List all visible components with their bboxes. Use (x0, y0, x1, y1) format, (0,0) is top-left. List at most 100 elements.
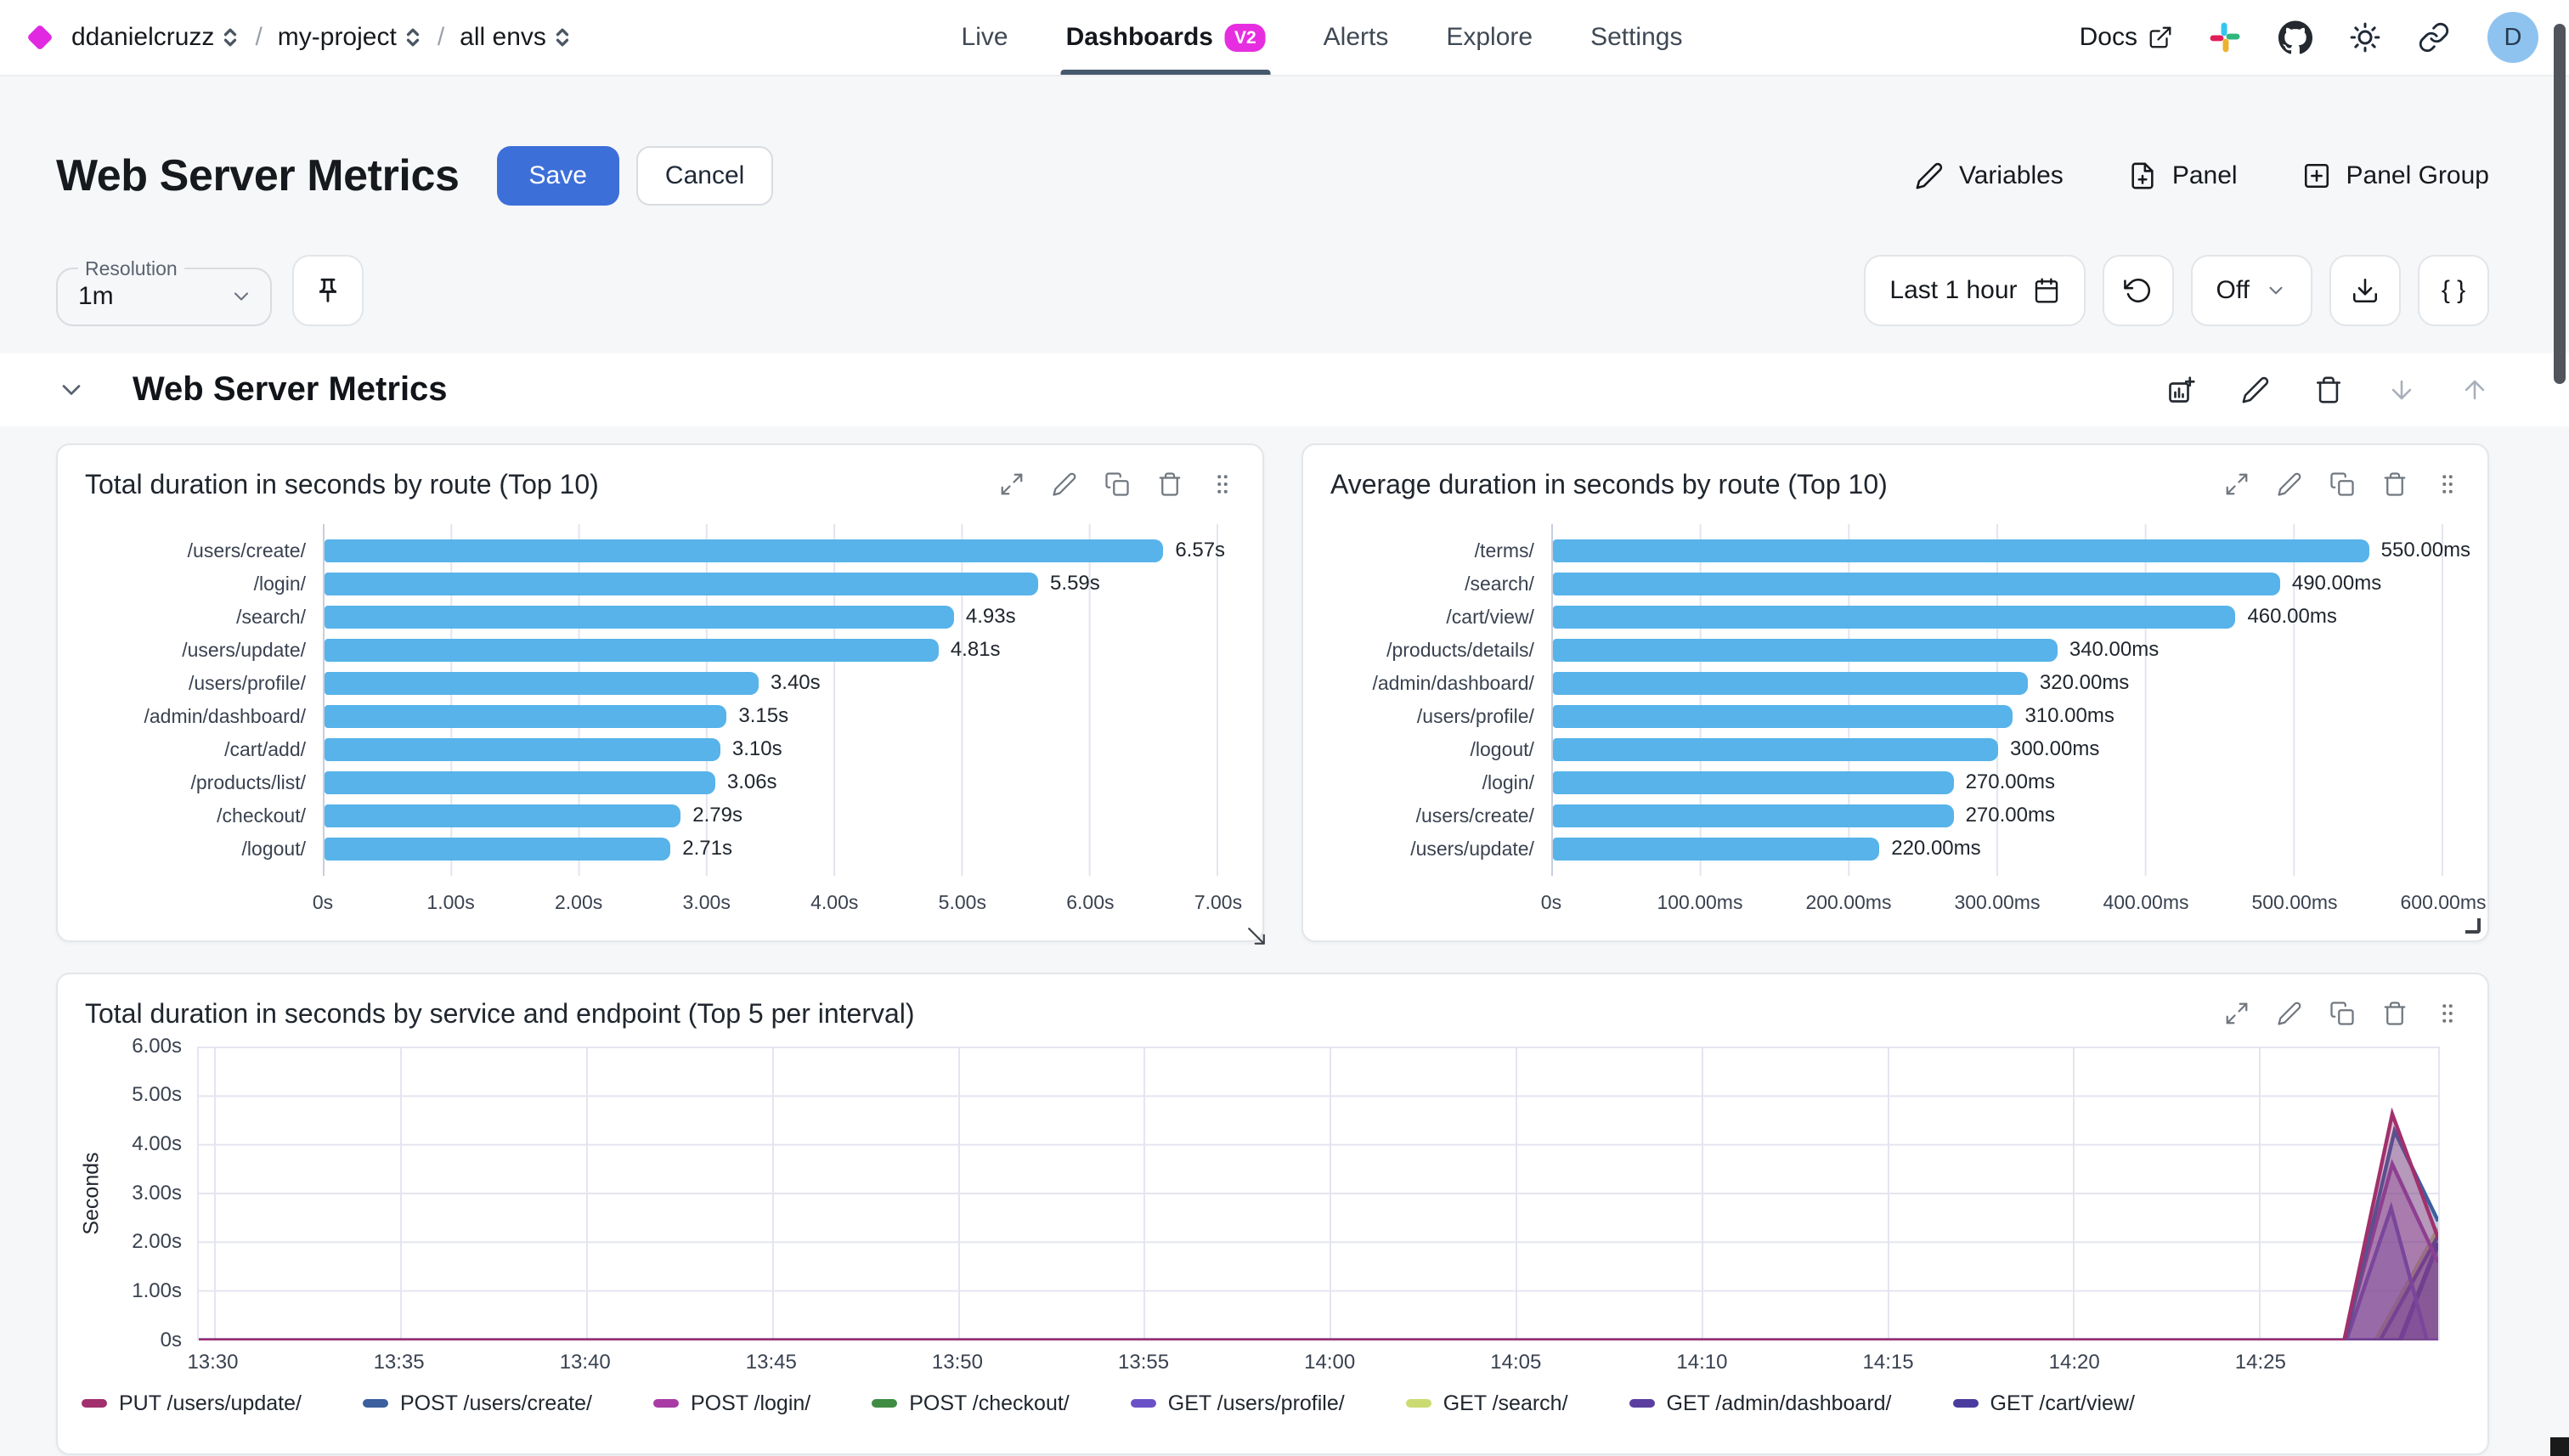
panel-group-header: Web Server Metrics (0, 353, 2569, 426)
expand-panel-button[interactable] (2224, 1001, 2250, 1026)
auto-refresh-select[interactable]: Off (2190, 254, 2312, 326)
drag-panel-handle[interactable] (1210, 471, 1235, 497)
legend-label: GET /admin/dashboard/ (1666, 1391, 1892, 1415)
bar-category-label: /admin/dashboard/ (144, 704, 306, 727)
bar-category-label: /products/list/ (190, 770, 307, 793)
bar-chart-category-labels: /terms/ /search/ /cart/view/ /products/deta… (1313, 524, 1551, 876)
resize-handle-icon[interactable] (1244, 923, 1269, 956)
edit-panel-button[interactable] (2277, 471, 2302, 497)
add-panel-button[interactable]: Panel (2128, 161, 2238, 190)
tab-explore[interactable]: Explore (1446, 23, 1533, 51)
legend-item[interactable]: GET /admin/dashboard/ (1629, 1391, 1892, 1416)
bar-category-label: /search/ (1465, 572, 1534, 595)
expand-panel-button[interactable] (999, 471, 1025, 497)
bar (325, 837, 671, 861)
legend-item[interactable]: GET /search/ (1405, 1391, 1568, 1416)
tab-settings[interactable]: Settings (1590, 23, 1683, 51)
legend-item[interactable]: POST /checkout/ (872, 1391, 1070, 1416)
drag-panel-handle[interactable] (2435, 471, 2460, 497)
bar-row: 4.81s (325, 638, 1218, 662)
tab-dashboards[interactable]: Dashboards V2 (1060, 0, 1270, 75)
bar-chart-category-labels: /users/create/ /login/ /search/ /users/upda… (68, 524, 323, 876)
bar-value-label: 270.00ms (1965, 770, 2055, 794)
save-button[interactable]: Save (496, 145, 619, 206)
bar-value-label: 4.93s (965, 605, 1016, 629)
legend-item[interactable]: PUT /users/update/ (82, 1391, 302, 1416)
resize-corner[interactable] (2465, 917, 2481, 934)
user-avatar[interactable]: D (2487, 12, 2538, 63)
duplicate-panel-button[interactable] (1104, 471, 1130, 497)
bar-category-label: /terms/ (1474, 539, 1534, 562)
calendar-icon (2035, 278, 2058, 303)
duplicate-panel-button[interactable] (2329, 1001, 2355, 1026)
add-panel-group-button[interactable]: Panel Group (2302, 161, 2489, 190)
edit-panel-button[interactable] (1052, 471, 1077, 497)
bar-value-label: 5.59s (1050, 572, 1100, 595)
bar (1552, 572, 2280, 595)
bar-row: 4.93s (325, 605, 1218, 629)
breadcrumb-project-selector[interactable]: my-project (278, 23, 422, 52)
json-view-button[interactable]: { } (2418, 254, 2489, 326)
legend-swatch-icon (872, 1399, 898, 1408)
docs-link[interactable]: Docs (2080, 23, 2173, 52)
x-axis-tick: 400.00ms (2103, 890, 2189, 913)
refresh-button[interactable] (2102, 254, 2174, 326)
y-axis-tick: 4.00s (132, 1132, 182, 1155)
delete-section-button[interactable] (2314, 375, 2343, 404)
legend-item[interactable]: POST /users/create/ (362, 1391, 592, 1416)
edit-panel-button[interactable] (2277, 1001, 2302, 1026)
series-line (199, 1131, 2438, 1340)
x-axis-tick: 200.00ms (1805, 890, 1892, 913)
slack-icon[interactable] (2209, 20, 2243, 54)
share-link-icon[interactable] (2418, 20, 2452, 54)
bar-value-label: 320.00ms (2039, 671, 2130, 695)
resolution-select[interactable]: Resolution 1m (56, 257, 272, 326)
legend-label: POST /login/ (690, 1391, 811, 1415)
download-button[interactable] (2329, 254, 2401, 326)
bar-category-label: /admin/dashboard/ (1372, 671, 1534, 694)
drag-panel-handle[interactable] (2435, 1001, 2460, 1026)
duplicate-panel-button[interactable] (2329, 471, 2355, 497)
breadcrumb-org-selector[interactable]: ddanielcruzz (71, 23, 240, 52)
bar-row: 320.00ms (1552, 671, 2443, 695)
move-section-up-button[interactable] (2460, 375, 2489, 404)
theme-toggle-sun-icon[interactable] (2348, 20, 2382, 54)
bar-row: 3.06s (325, 770, 1218, 794)
resolution-label: Resolution (85, 257, 178, 279)
legend-item[interactable]: GET /users/profile/ (1130, 1391, 1345, 1416)
legend-item[interactable]: POST /login/ (652, 1391, 811, 1416)
grid-line-vertical (2259, 1047, 2261, 1340)
tab-live[interactable]: Live (961, 23, 1008, 51)
x-axis-tick: 0s (1540, 890, 1562, 913)
delete-panel-button[interactable] (2382, 471, 2408, 497)
cancel-button[interactable]: Cancel (635, 145, 774, 206)
edit-section-button[interactable] (2241, 375, 2270, 404)
grip-icon (2442, 1004, 2453, 1023)
x-axis-tick: 600.00ms (2400, 890, 2487, 913)
github-icon[interactable] (2278, 20, 2312, 54)
brand-logo-icon (26, 24, 54, 51)
braces-icon: { } (2441, 275, 2466, 304)
delete-panel-button[interactable] (2382, 1001, 2408, 1026)
chevron-down-icon (2269, 286, 2283, 294)
expand-panel-button[interactable] (2224, 471, 2250, 497)
legend-item[interactable]: GET /cart/view/ (1952, 1391, 2135, 1416)
series-svg (199, 1048, 2438, 1340)
add-chart-button[interactable] (2166, 375, 2197, 405)
tab-alerts[interactable]: Alerts (1323, 23, 1389, 51)
bar-category-label: /users/create/ (1415, 804, 1534, 827)
breadcrumb-env-selector[interactable]: all envs (460, 23, 572, 52)
move-section-down-button[interactable] (2387, 375, 2416, 404)
pencil-icon (1053, 472, 1076, 496)
time-range-button[interactable]: Last 1 hour (1864, 254, 2086, 326)
grip-icon (1217, 475, 1228, 494)
pin-button[interactable] (292, 254, 364, 326)
bar-row: 5.59s (325, 572, 1218, 595)
vertical-scrollbar[interactable] (2554, 24, 2566, 384)
panel-header: Average duration in seconds by route (To… (1303, 445, 2487, 507)
variables-button[interactable]: Variables (1915, 161, 2064, 190)
trash-icon (2384, 472, 2406, 496)
delete-panel-button[interactable] (1157, 471, 1183, 497)
collapse-section-button[interactable] (56, 375, 87, 405)
bar-row: 3.10s (325, 737, 1218, 761)
